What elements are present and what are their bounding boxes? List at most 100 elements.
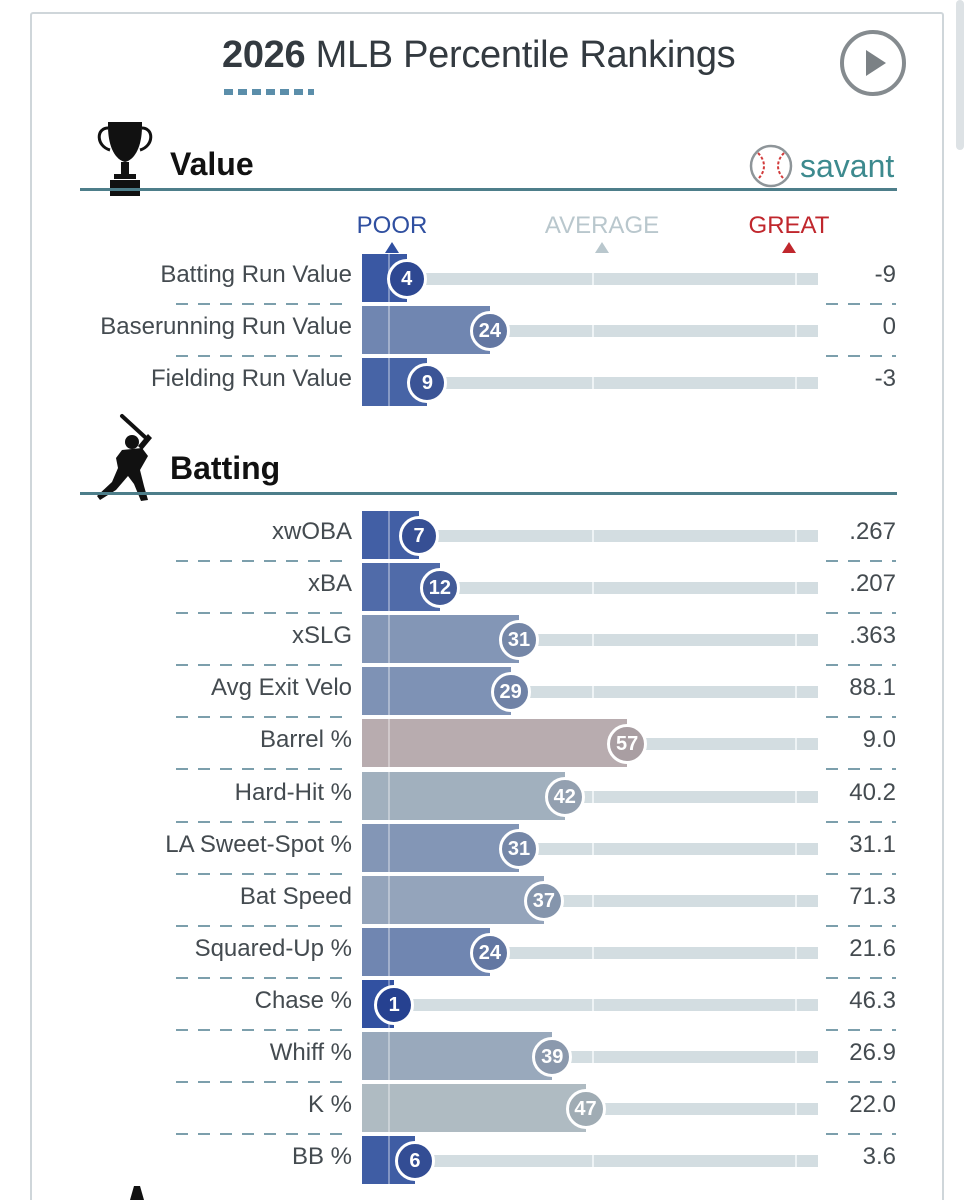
next-section-icon: [130, 1186, 144, 1200]
baseball-icon: [749, 144, 793, 188]
metric-label: Fielding Run Value: [150, 365, 352, 393]
percentile-bar: [362, 875, 544, 924]
savant-logo[interactable]: savant: [748, 143, 894, 189]
metric-label: Squared-Up %: [194, 934, 352, 962]
bar-divider: [388, 667, 390, 716]
percentile-track: [366, 273, 818, 285]
metric-value: .267: [849, 518, 896, 545]
percentile-bar: [362, 771, 565, 820]
metric-value: 71.3: [849, 882, 896, 910]
bar-divider: [388, 511, 390, 559]
row-divider: [176, 924, 352, 927]
metric-row[interactable]: xBA 12 .207: [0, 562, 972, 615]
metric-row[interactable]: xwOBA 7 .267: [0, 510, 972, 562]
percentile-bubble[interactable]: 31: [498, 620, 539, 661]
metric-row[interactable]: Fielding Run Value 9 -3: [0, 357, 972, 409]
percentile-bubble[interactable]: 9: [407, 363, 448, 404]
percentile-bubble[interactable]: 24: [469, 311, 510, 352]
track-tick: [795, 1051, 798, 1063]
metric-label: Barrel %: [259, 726, 352, 754]
percentile-bubble[interactable]: 1: [374, 984, 415, 1025]
legend-great-label: GREAT: [748, 212, 830, 239]
percentile-bubble[interactable]: 57: [607, 724, 648, 765]
percentile-track: [366, 998, 818, 1011]
batter-icon: [97, 414, 152, 501]
row-divider: [826, 1081, 896, 1083]
play-icon: [866, 50, 886, 76]
metric-value: 22.0: [849, 1091, 896, 1119]
metric-row[interactable]: Chase % 1 46.3: [0, 979, 972, 1031]
percentile-bubble[interactable]: 31: [498, 828, 539, 869]
metric-label: xSLG: [291, 622, 352, 650]
page-scrollbar[interactable]: [956, 0, 964, 150]
percentile-bubble[interactable]: 4: [386, 259, 427, 299]
metric-label: Hard-Hit %: [234, 778, 352, 806]
percentile-bubble[interactable]: 39: [532, 1037, 573, 1077]
metric-row[interactable]: K % 47 22.0: [0, 1083, 972, 1136]
row-divider: [826, 355, 896, 358]
metric-label: BB %: [291, 1143, 352, 1171]
track-tick: [795, 1155, 798, 1168]
savant-wordmark: savant: [800, 147, 895, 184]
percentile-bubble[interactable]: 24: [469, 932, 510, 973]
track-tick: [795, 325, 798, 338]
track-tick: [592, 582, 594, 595]
track-tick: [795, 738, 798, 751]
row-divider: [176, 976, 352, 979]
metric-row[interactable]: Batting Run Value 4 -9: [0, 253, 972, 305]
bar-divider: [388, 823, 390, 872]
metric-row[interactable]: Baserunning Run Value 24 0: [0, 305, 972, 358]
metric-row[interactable]: Hard-Hit % 42 40.2: [0, 771, 972, 823]
bar-divider: [388, 719, 390, 768]
percentile-bubble[interactable]: 42: [544, 776, 585, 817]
track-tick: [592, 634, 594, 647]
percentile-bar: [362, 306, 490, 355]
average-marker-icon: [595, 242, 609, 253]
metric-row[interactable]: Whiff % 39 26.9: [0, 1031, 972, 1083]
bar-divider: [388, 358, 390, 407]
section-rule-value: [80, 188, 897, 191]
section-title-batting: Batting: [170, 450, 281, 486]
poor-marker-icon: [385, 242, 399, 253]
percentile-bubble[interactable]: 37: [523, 880, 564, 921]
track-tick: [795, 894, 798, 907]
metric-row[interactable]: Bat Speed 37 71.3: [0, 875, 972, 927]
play-button[interactable]: [840, 30, 906, 96]
metric-row[interactable]: xSLG 31 .363: [0, 614, 972, 667]
track-tick: [592, 998, 594, 1011]
metric-row[interactable]: LA Sweet-Spot % 31 31.1: [0, 823, 972, 875]
title-underline: [224, 89, 314, 95]
percentile-bubble[interactable]: 6: [394, 1141, 435, 1182]
metric-value: 3.6: [862, 1143, 896, 1171]
section-title-value: Value: [170, 146, 254, 182]
metric-value: -3: [874, 365, 896, 393]
metric-row[interactable]: BB % 6 3.6: [0, 1135, 972, 1187]
metric-value: .363: [849, 622, 896, 650]
percentile-bubble[interactable]: 47: [565, 1089, 606, 1130]
metric-label: xwOBA: [271, 518, 352, 545]
row-divider: [826, 1133, 896, 1136]
bar-divider: [388, 1136, 390, 1185]
legend-poor: POOR: [352, 212, 432, 253]
bar-divider: [388, 771, 390, 820]
row-divider: [826, 612, 896, 615]
metric-label: Chase %: [254, 986, 352, 1014]
percentile-bubble[interactable]: 7: [399, 516, 440, 556]
track-tick: [795, 530, 798, 542]
percentile-bubble[interactable]: 12: [419, 568, 460, 609]
percentile-bubble[interactable]: 29: [490, 672, 531, 713]
metric-value: 0: [882, 313, 896, 341]
percentile-bar: [362, 615, 519, 664]
percentile-bar: [362, 823, 519, 872]
great-marker-icon: [782, 242, 796, 253]
row-divider: [176, 303, 352, 305]
metric-row[interactable]: Squared-Up % 24 21.6: [0, 927, 972, 979]
page-title: 2026 MLB Percentile Rankings: [222, 34, 736, 77]
legend-average-label: AVERAGE: [544, 212, 660, 239]
metric-row[interactable]: Barrel % 57 9.0: [0, 718, 972, 771]
row-divider: [826, 303, 896, 305]
row-divider: [176, 612, 352, 615]
metric-row[interactable]: Avg Exit Velo 29 88.1: [0, 666, 972, 719]
row-divider: [176, 1133, 352, 1136]
